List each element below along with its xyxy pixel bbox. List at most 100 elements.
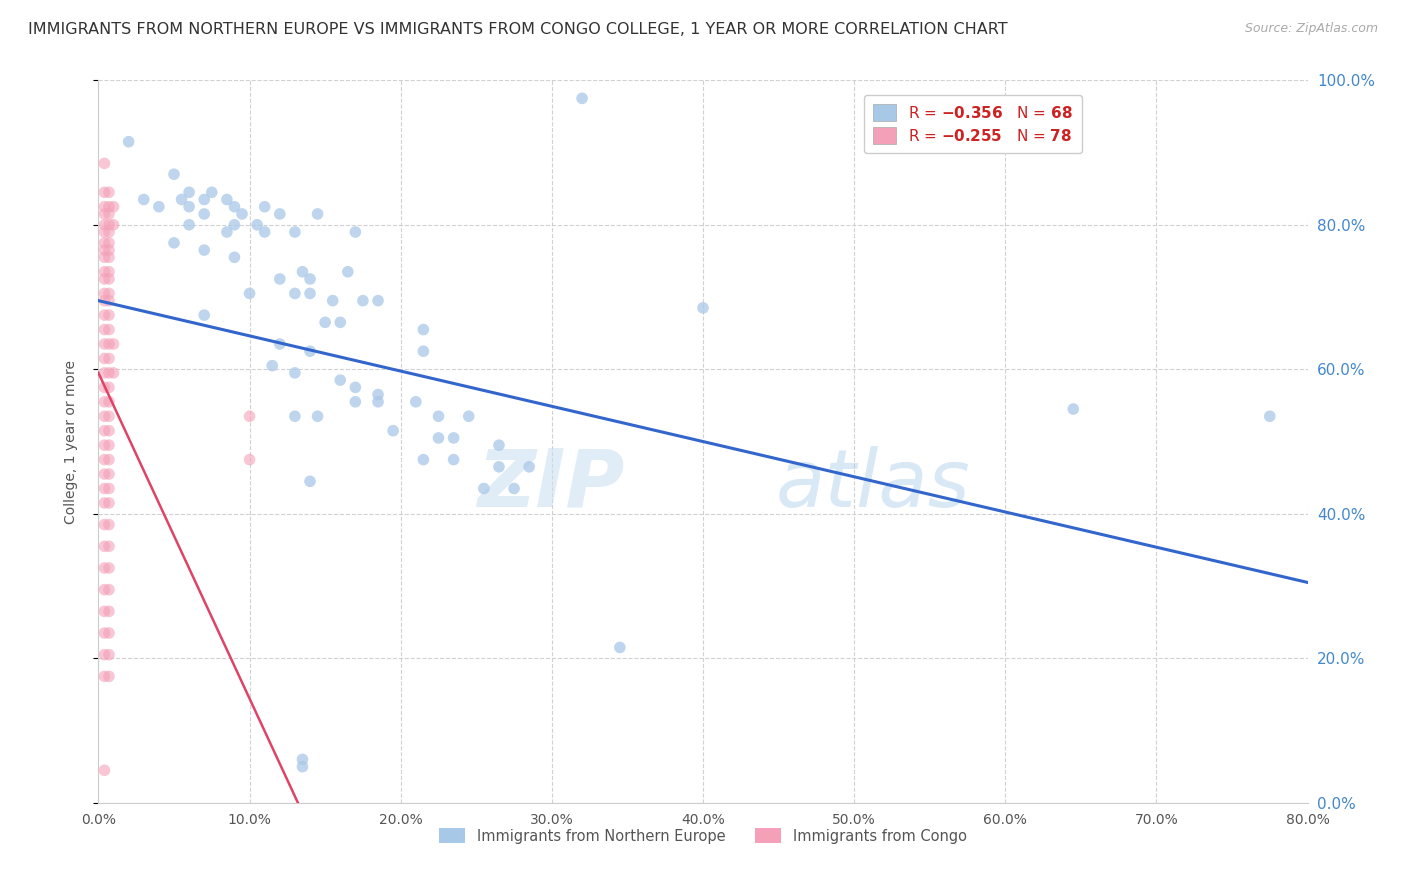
Point: [93, 561, 115, 575]
Point: [98, 337, 121, 351]
Point: [488, 459, 510, 474]
Point: [98, 539, 121, 553]
Point: [93, 380, 115, 394]
Point: [427, 431, 450, 445]
Point: [329, 373, 352, 387]
Point: [93, 496, 115, 510]
Point: [367, 387, 389, 401]
Point: [98, 517, 121, 532]
Point: [93, 764, 115, 778]
Point: [284, 409, 307, 424]
Point: [98, 424, 121, 438]
Point: [322, 293, 344, 308]
Point: [98, 438, 121, 452]
Point: [98, 394, 121, 409]
Point: [98, 225, 121, 239]
Point: [103, 337, 125, 351]
Point: [329, 315, 352, 329]
Point: [215, 193, 238, 207]
Point: [93, 337, 115, 351]
Point: [472, 482, 495, 496]
Point: [1062, 402, 1084, 417]
Point: [93, 207, 115, 221]
Point: [98, 409, 121, 424]
Point: [98, 250, 121, 264]
Point: [93, 293, 115, 308]
Point: [163, 235, 186, 250]
Point: [336, 265, 359, 279]
Point: [98, 582, 121, 597]
Point: [98, 604, 121, 618]
Point: [93, 186, 115, 200]
Point: [93, 250, 115, 264]
Point: [239, 286, 262, 301]
Point: [443, 431, 465, 445]
Point: [98, 452, 121, 467]
Point: [269, 272, 291, 286]
Point: [344, 380, 367, 394]
Point: [98, 626, 121, 640]
Point: [457, 409, 479, 424]
Point: [269, 337, 291, 351]
Point: [98, 186, 121, 200]
Point: [284, 225, 307, 239]
Point: [98, 380, 121, 394]
Point: [93, 452, 115, 467]
Point: [93, 286, 115, 301]
Point: [253, 200, 276, 214]
Point: [98, 482, 121, 496]
Text: IMMIGRANTS FROM NORTHERN EUROPE VS IMMIGRANTS FROM CONGO COLLEGE, 1 YEAR OR MORE: IMMIGRANTS FROM NORTHERN EUROPE VS IMMIG…: [28, 22, 1008, 37]
Point: [98, 286, 121, 301]
Point: [98, 308, 121, 322]
Point: [98, 235, 121, 250]
Point: [170, 193, 193, 207]
Point: [427, 409, 450, 424]
Point: [93, 243, 115, 257]
Point: [284, 366, 307, 380]
Point: [692, 301, 714, 315]
Legend: Immigrants from Northern Europe, Immigrants from Congo: Immigrants from Northern Europe, Immigra…: [433, 822, 973, 850]
Point: [488, 438, 510, 452]
Point: [231, 207, 253, 221]
Point: [307, 207, 329, 221]
Point: [93, 669, 115, 683]
Text: Source: ZipAtlas.com: Source: ZipAtlas.com: [1244, 22, 1378, 36]
Point: [132, 193, 155, 207]
Point: [262, 359, 284, 373]
Point: [103, 200, 125, 214]
Text: ZIP: ZIP: [477, 446, 624, 524]
Point: [253, 225, 276, 239]
Point: [179, 218, 201, 232]
Point: [98, 366, 121, 380]
Point: [299, 344, 322, 359]
Point: [98, 200, 121, 214]
Point: [93, 156, 115, 170]
Point: [93, 200, 115, 214]
Point: [307, 409, 329, 424]
Point: [93, 225, 115, 239]
Point: [224, 200, 246, 214]
Point: [291, 760, 314, 774]
Point: [93, 438, 115, 452]
Point: [443, 452, 465, 467]
Point: [93, 482, 115, 496]
Point: [93, 265, 115, 279]
Point: [299, 286, 322, 301]
Point: [98, 669, 121, 683]
Point: [367, 394, 389, 409]
Point: [103, 366, 125, 380]
Point: [93, 272, 115, 286]
Point: [1258, 409, 1281, 424]
Text: atlas: atlas: [776, 446, 970, 524]
Point: [269, 207, 291, 221]
Point: [93, 604, 115, 618]
Point: [148, 200, 170, 214]
Point: [405, 394, 427, 409]
Point: [299, 272, 322, 286]
Point: [412, 322, 434, 336]
Point: [179, 186, 201, 200]
Point: [98, 218, 121, 232]
Point: [239, 409, 262, 424]
Point: [246, 218, 269, 232]
Point: [93, 539, 115, 553]
